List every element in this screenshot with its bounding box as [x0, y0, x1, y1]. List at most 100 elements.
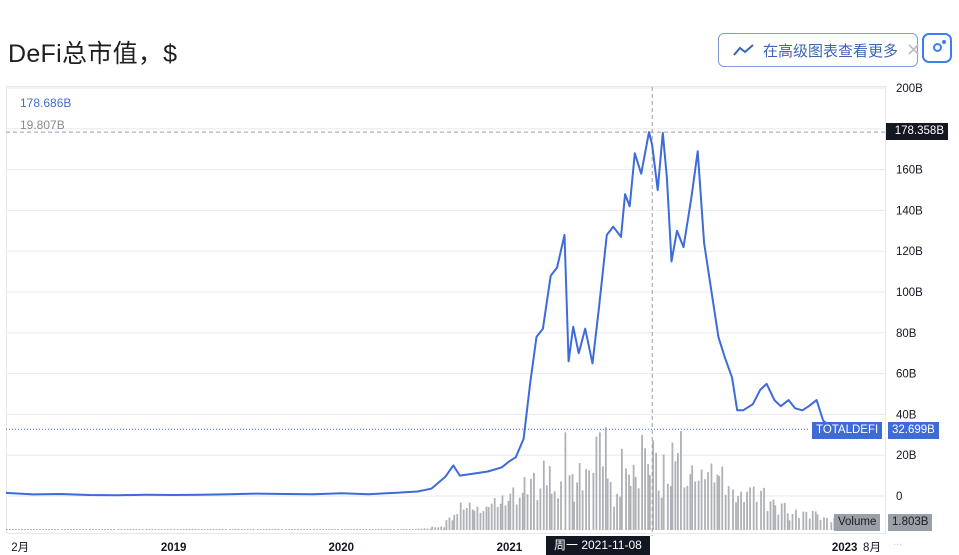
- volume-bar: [479, 512, 482, 530]
- volume-bar: [237, 529, 240, 530]
- volume-bar: [371, 529, 374, 530]
- volume-bar: [694, 481, 697, 530]
- volume-bar: [179, 529, 182, 530]
- volume-bar: [737, 496, 739, 530]
- volume-bar: [647, 464, 649, 530]
- volume-bar: [588, 470, 590, 530]
- screenshot-camera-icon[interactable]: [922, 33, 952, 63]
- volume-bar: [625, 468, 627, 530]
- volume-bar: [443, 527, 446, 530]
- volume-bar: [542, 460, 545, 530]
- volume-bar: [218, 529, 221, 530]
- volume-bar: [215, 529, 218, 530]
- volume-bar: [545, 485, 548, 530]
- volume-bar: [830, 522, 833, 530]
- volume-bar: [509, 493, 512, 530]
- volume-bar: [604, 427, 607, 530]
- volume-bar: [811, 510, 814, 530]
- advanced-chart-button[interactable]: 在高级图表查看更多: [718, 33, 918, 67]
- volume-bar: [42, 529, 44, 530]
- legend-secondary-value: 19.807B: [20, 118, 65, 132]
- volume-bar: [362, 529, 365, 530]
- volume-bar: [740, 491, 742, 530]
- crosshair-price-tag: 178.358B: [886, 123, 948, 140]
- volume-bar: [426, 528, 429, 530]
- volume-bar: [120, 529, 123, 530]
- volume-bar: [135, 529, 138, 530]
- volume-bar: [243, 529, 246, 530]
- volume-bar: [816, 514, 819, 530]
- volume-bar: [704, 479, 706, 530]
- volume-bar: [581, 490, 584, 530]
- page-title: DeFi总市值，$: [8, 40, 178, 68]
- volume-bar: [713, 482, 716, 530]
- volume-bar: [98, 529, 100, 530]
- volume-bar: [791, 514, 794, 530]
- volume-bar: [423, 528, 426, 530]
- volume-bar: [325, 529, 328, 530]
- volume-bar: [334, 529, 337, 530]
- volume-bar: [402, 529, 405, 530]
- volume-bar: [743, 502, 745, 530]
- volume-bar: [448, 517, 451, 530]
- volume-bar: [585, 469, 587, 530]
- volume-bar: [568, 475, 571, 530]
- volume-bar: [231, 529, 234, 530]
- volume-bar: [209, 529, 212, 530]
- volume-bar: [411, 529, 414, 530]
- series-name-tag: TOTALDEFI: [812, 422, 883, 439]
- volume-bar: [752, 486, 755, 530]
- volume-bar: [451, 520, 454, 530]
- volume-bar: [414, 529, 417, 530]
- volume-bar: [504, 505, 507, 530]
- volume-bar: [163, 529, 166, 530]
- volume-bar: [157, 529, 160, 530]
- volume-bar: [683, 487, 686, 530]
- volume-bar: [629, 485, 632, 530]
- volume-bar: [634, 476, 637, 530]
- volume-bar: [51, 529, 53, 530]
- volume-bar: [252, 529, 255, 530]
- volume-bar: [462, 509, 465, 530]
- volume-bar: [476, 506, 479, 530]
- volume-bar: [471, 509, 474, 530]
- volume-bar: [285, 529, 288, 530]
- volume-bar: [429, 528, 432, 530]
- volume-bar: [755, 501, 758, 530]
- volume-bar: [523, 477, 526, 530]
- volume-bar: [660, 497, 663, 530]
- volume-bar: [54, 529, 56, 530]
- volume-bar: [772, 499, 775, 530]
- volume-bar: [671, 442, 674, 530]
- volume-bar: [249, 529, 252, 530]
- volume-bar: [571, 474, 574, 530]
- close-icon[interactable]: ✕: [906, 40, 922, 60]
- volume-bar: [300, 529, 303, 530]
- volume-bar: [70, 529, 72, 530]
- volume-bar: [445, 520, 448, 530]
- volume-bar: [526, 494, 529, 530]
- volume-bar: [57, 529, 59, 530]
- volume-bar: [657, 490, 660, 530]
- volume-bar: [148, 529, 151, 530]
- volume-bar: [533, 472, 535, 530]
- volume-bar: [735, 502, 737, 530]
- volume-bar: [550, 493, 553, 530]
- volume-bar: [39, 529, 41, 530]
- chart-area[interactable]: [6, 86, 886, 534]
- volume-bar: [256, 529, 259, 530]
- watermark: ...: [893, 536, 903, 548]
- volume-bar: [669, 486, 672, 530]
- volume-bar: [674, 461, 677, 530]
- advanced-chart-label: 在高级图表查看更多: [763, 42, 899, 60]
- volume-bar: [518, 497, 521, 530]
- volume-bar: [294, 529, 297, 530]
- volume-bar: [18, 529, 20, 530]
- volume-bar: [601, 466, 604, 530]
- volume-bar: [95, 529, 97, 530]
- volume-bar: [557, 498, 559, 530]
- volume-bar: [609, 481, 612, 530]
- volume-bar: [805, 511, 808, 530]
- volume-bar: [188, 529, 191, 530]
